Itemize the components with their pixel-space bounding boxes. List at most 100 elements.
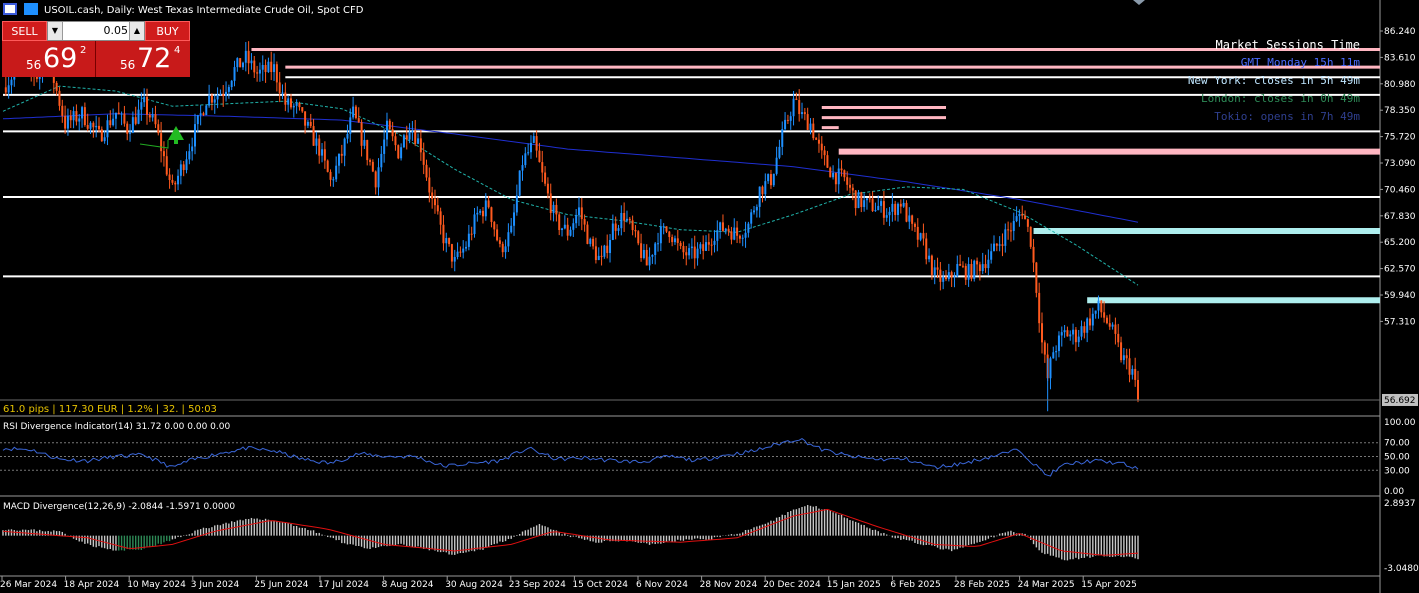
candle-body [786,119,789,121]
candle-body [987,259,990,269]
candle-body [933,267,936,275]
candle-body [182,164,185,171]
candle-body [894,203,897,215]
candle-body [247,50,250,64]
rsi-axis-label: 30.00 [1384,466,1410,476]
lot-increase-icon[interactable]: ▲ [129,22,144,40]
candle-body [498,240,501,244]
candle-body [662,226,665,228]
candle-body [456,251,459,257]
sell-price-pips: 69 [43,43,78,74]
candle-body [1120,342,1123,361]
candle-body [241,62,244,68]
candle-body [558,214,561,231]
lot-size-value[interactable]: 0.05 [103,24,129,37]
price-axis-label: 83.610 [1384,53,1416,63]
candle-body [470,233,473,235]
candle-body [659,226,662,244]
candle-body [323,149,326,161]
sell-price-fraction: 2 [80,45,87,56]
candle-body [10,79,13,86]
candle-body [284,92,287,105]
candle-body [442,224,445,244]
sell-button[interactable]: SELL [2,21,47,41]
time-axis-label: 30 Aug 2024 [445,580,503,590]
buy-price-quote[interactable]: 56 72 4 [96,41,190,77]
candle-body [792,98,795,117]
candle-body [177,175,180,185]
lot-size-field[interactable]: ▼ 0.05 ▲ [47,21,145,41]
candle-body [834,172,837,185]
candle-body [157,124,160,134]
time-axis-label: 23 Sep 2024 [509,580,566,590]
candle-body [854,190,857,209]
price-axis-label: 86.240 [1384,27,1416,37]
candle-body [250,60,253,64]
candle-body [66,115,69,129]
candle-body [202,113,205,116]
candle-body [812,123,815,139]
candle-body [196,115,199,125]
macd-axis-label: 2.8937 [1384,499,1416,509]
candle-body [321,149,324,156]
candle-body [1094,310,1097,314]
candle-body [1089,318,1092,326]
price-axis-label: 59.940 [1384,291,1416,301]
candle-body [781,129,784,147]
candle-body [264,64,267,73]
candle-body [628,218,631,221]
candle-body [541,162,544,173]
candle-body [117,112,120,115]
candle-body [546,183,549,194]
candle-body [843,170,846,178]
rsi-title: RSI Divergence Indicator(14) 31.72 0.00 … [3,422,230,432]
candle-body [287,98,290,105]
candle-body [981,264,984,272]
moving-average-fast [2,85,1139,286]
candle-body [501,243,504,253]
time-axis-label: 3 Jun 2024 [191,580,240,590]
candle-body [1012,221,1015,231]
candle-body [657,243,660,245]
candle-body [990,251,993,260]
candle-body [603,245,606,257]
candle-body [699,244,702,249]
candle-body [199,113,202,116]
candle-body [236,58,239,68]
candle-body [953,276,956,278]
candle-body [535,136,538,151]
candle-body [1029,226,1032,247]
candle-body [823,150,826,156]
candle-body [69,115,72,121]
candle-body [244,50,247,63]
candle-body [668,231,671,237]
candle-body [705,242,708,251]
candle-body [758,186,761,207]
candle-body [789,116,792,121]
candle-body [885,215,888,218]
candle-body [521,165,524,171]
candle-body [651,254,654,257]
candle-body [309,121,312,127]
candle-body [1105,317,1108,324]
candle-body [1086,318,1089,333]
buy-button[interactable]: BUY [145,21,190,41]
candle-body [436,205,439,212]
candle-body [518,170,521,196]
candle-body [1015,216,1018,222]
macd-title: MACD Divergence(12,26,9) -2.0844 -1.5971… [3,502,235,512]
time-axis-label: 25 Jun 2024 [254,580,308,590]
candle-body [513,212,516,226]
candle-body [1057,335,1060,352]
candle-body [524,153,527,166]
lot-decrease-icon[interactable]: ▼ [48,22,63,40]
candle-body [837,168,840,185]
candle-body [648,256,651,266]
candle-body [978,264,981,272]
candle-body [61,105,64,116]
sell-price-quote[interactable]: 56 69 2 [2,41,96,77]
candle-body [761,186,764,195]
candle-body [1103,312,1106,318]
candle-body [1026,219,1029,227]
